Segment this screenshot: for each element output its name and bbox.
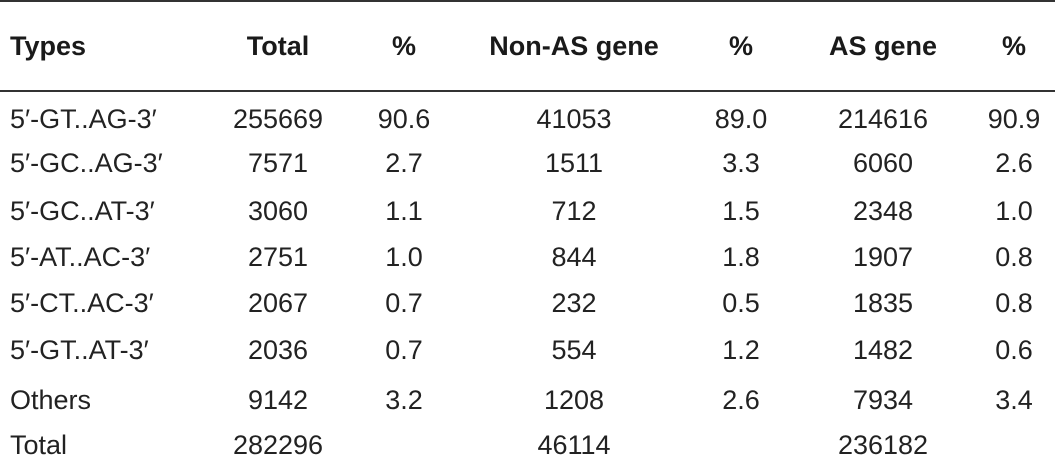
header-as-percent: %	[1001, 31, 1027, 61]
cell-as-percent: 2.6	[995, 148, 1033, 178]
cell-non-as-percent: 1.2	[722, 335, 760, 365]
cell-type: 5′-GT..AG-3′	[10, 104, 157, 134]
cell-type: 5′-GC..AT-3′	[10, 196, 155, 226]
cell-as-percent: 3.4	[995, 385, 1033, 415]
cell-type: 5′-AT..AC-3′	[10, 242, 151, 272]
cell-non-as: 1208	[543, 385, 605, 415]
cell-total: 2751	[247, 242, 309, 272]
table-row: 5′-GC..AG-3′ 7571 2.7 1511 3.3 6060 2.6	[0, 143, 1055, 183]
cell-type: 5′-CT..AC-3′	[10, 288, 154, 318]
cell-total-percent: 90.6	[377, 104, 431, 134]
cell-non-as: 554	[551, 335, 597, 365]
cell-non-as-percent: 1.8	[722, 242, 760, 272]
cell-total-percent: 0.7	[385, 335, 423, 365]
cell-non-as: 46114	[537, 430, 611, 460]
cell-non-as-percent: 89.0	[714, 104, 768, 134]
cell-total: 2067	[247, 288, 309, 318]
cell-as-percent: 90.9	[987, 104, 1041, 134]
cell-as-percent: 0.6	[995, 335, 1033, 365]
header-types: Types	[10, 31, 87, 61]
table-header-row: Types Total % Non-AS gene % AS gene %	[0, 26, 1055, 66]
cell-as: 1907	[852, 242, 914, 272]
table-header-rule	[0, 90, 1055, 92]
cell-total-percent: 0.7	[385, 288, 423, 318]
table-row: 5′-GT..AG-3′ 255669 90.6 41053 89.0 2146…	[0, 99, 1055, 139]
header-non-as-percent: %	[728, 31, 754, 61]
header-total: Total	[246, 31, 310, 61]
table-row: 5′-CT..AC-3′ 2067 0.7 232 0.5 1835 0.8	[0, 283, 1055, 323]
header-non-as-gene: Non-AS gene	[489, 31, 659, 61]
cell-non-as: 41053	[536, 104, 612, 134]
cell-as: 6060	[852, 148, 914, 178]
cell-non-as-percent: 1.5	[722, 196, 760, 226]
cell-as: 7934	[852, 385, 914, 415]
cell-total-percent: 1.0	[385, 242, 423, 272]
cell-total: 282296	[232, 430, 324, 460]
table-row: Others 9142 3.2 1208 2.6 7934 3.4	[0, 380, 1055, 420]
table-row: 5′-AT..AC-3′ 2751 1.0 844 1.8 1907 0.8	[0, 237, 1055, 277]
table-top-rule	[0, 0, 1055, 2]
cell-non-as: 844	[551, 242, 597, 272]
cell-type: Total	[10, 430, 68, 460]
cell-total-percent: 2.7	[385, 148, 423, 178]
cell-non-as: 1511	[544, 148, 604, 178]
cell-as-percent: 1.0	[995, 196, 1033, 226]
cell-non-as-percent: 3.3	[722, 148, 760, 178]
cell-total: 9142	[247, 385, 309, 415]
table-row: 5′-GT..AT-3′ 2036 0.7 554 1.2 1482 0.6	[0, 330, 1055, 370]
header-total-percent: %	[391, 31, 417, 61]
cell-non-as-percent: 0.5	[722, 288, 760, 318]
cell-total: 2036	[247, 335, 309, 365]
cell-as: 1835	[852, 288, 914, 318]
cell-non-as: 232	[551, 288, 597, 318]
cell-as-percent: 0.8	[995, 242, 1033, 272]
cell-total-percent: 3.2	[385, 385, 423, 415]
cell-type: Others	[10, 385, 92, 415]
cell-type: 5′-GC..AG-3′	[10, 148, 163, 178]
header-as-gene: AS gene	[828, 31, 938, 61]
cell-non-as: 712	[551, 196, 597, 226]
cell-total: 255669	[232, 104, 324, 134]
cell-as: 214616	[837, 104, 929, 134]
table-total-row: Total 282296 46114 236182	[0, 425, 1055, 465]
table-row: 5′-GC..AT-3′ 3060 1.1 712 1.5 2348 1.0	[0, 191, 1055, 231]
cell-non-as-percent: 2.6	[722, 385, 760, 415]
cell-total: 3060	[247, 196, 309, 226]
cell-total-percent: 1.1	[385, 196, 423, 226]
cell-total: 7571	[247, 148, 309, 178]
cell-as: 2348	[852, 196, 914, 226]
cell-as: 1482	[852, 335, 914, 365]
cell-as: 236182	[837, 430, 929, 460]
cell-as-percent: 0.8	[995, 288, 1033, 318]
cell-type: 5′-GT..AT-3′	[10, 335, 149, 365]
